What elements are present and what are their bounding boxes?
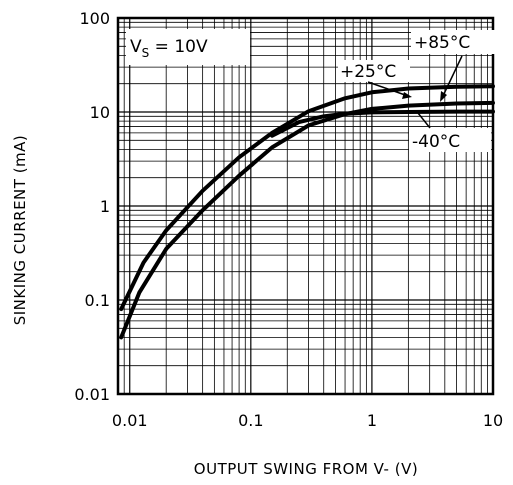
label-40-bg xyxy=(409,128,491,152)
y-tick-label: 100 xyxy=(79,9,110,28)
vs-label-bg xyxy=(126,29,250,65)
grid xyxy=(117,18,493,395)
vs-label: VS = 10V xyxy=(130,37,208,60)
series-line-2 xyxy=(270,109,495,138)
vs-label-sub: S xyxy=(142,46,150,60)
x-tick-label: 0.01 xyxy=(112,411,148,430)
vs-label-rest: = 10V xyxy=(149,37,208,57)
plot-frame xyxy=(116,16,495,396)
arrow-25c xyxy=(367,81,409,97)
arrow-neg40c xyxy=(417,112,431,129)
series-line-1 xyxy=(119,84,495,312)
y-tick-label: 10 xyxy=(90,103,110,122)
x-tick-label: 10 xyxy=(483,411,503,430)
x-tick-labels: 0.01 0.1 1 10 xyxy=(112,411,503,430)
label-25c: +25°C xyxy=(340,62,396,82)
x-tick-label: 1 xyxy=(367,411,377,430)
y-tick-label: 1 xyxy=(100,197,110,216)
y-tick-label: 0.01 xyxy=(74,385,110,404)
series-layer xyxy=(119,84,495,340)
annotations: VS = 10V +85°C +25°C -40°C xyxy=(126,29,495,152)
x-tick-label: 0.1 xyxy=(238,411,263,430)
arrow-85c xyxy=(441,55,463,99)
x-axis-title: OUTPUT SWING FROM V- (V) xyxy=(194,460,418,478)
y-tick-label: 0.1 xyxy=(85,291,110,310)
label-neg40c: -40°C xyxy=(412,132,460,152)
arrowhead-25c xyxy=(402,92,412,99)
label-85c: +85°C xyxy=(414,33,470,53)
label-85-bg xyxy=(411,30,495,54)
series-line-0 xyxy=(119,100,495,340)
vs-label-main: V xyxy=(130,37,142,57)
y-tick-labels: 0.01 0.1 1 10 100 xyxy=(74,9,110,404)
y-axis-title: SINKING CURRENT (mA) xyxy=(11,135,29,326)
label-25-bg xyxy=(338,60,410,82)
arrowhead-85c xyxy=(440,91,447,102)
